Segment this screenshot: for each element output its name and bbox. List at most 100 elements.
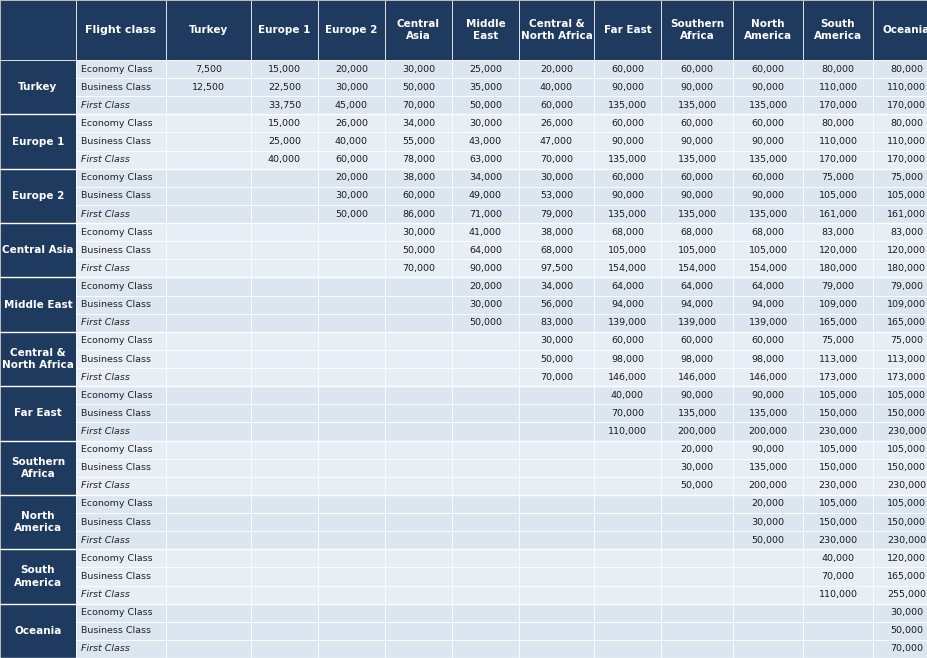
Bar: [166, 386, 251, 404]
Text: 60,000: 60,000: [402, 191, 435, 201]
Text: 30,000: 30,000: [402, 64, 435, 74]
Text: 105,000: 105,000: [819, 191, 857, 201]
Bar: [251, 404, 318, 422]
Text: 90,000: 90,000: [752, 137, 784, 146]
Bar: [452, 622, 519, 640]
Bar: [519, 459, 594, 477]
Text: 50,000: 50,000: [402, 246, 435, 255]
Bar: [385, 60, 452, 78]
Bar: [519, 223, 594, 241]
Bar: [519, 0, 594, 60]
Text: First Class: First Class: [81, 318, 130, 327]
Bar: [873, 404, 927, 422]
Bar: [166, 441, 251, 459]
Text: Economy Class: Economy Class: [81, 445, 153, 454]
Bar: [166, 549, 251, 567]
Text: 40,000: 40,000: [540, 83, 573, 91]
Bar: [251, 205, 318, 223]
Text: 64,000: 64,000: [611, 282, 644, 291]
Bar: [452, 223, 519, 241]
Bar: [318, 422, 385, 441]
Bar: [803, 132, 873, 151]
Text: 68,000: 68,000: [680, 228, 714, 237]
Bar: [318, 459, 385, 477]
Bar: [318, 60, 385, 78]
Bar: [733, 531, 803, 549]
Bar: [166, 531, 251, 549]
Text: 12,500: 12,500: [192, 83, 225, 91]
Text: 230,000: 230,000: [887, 427, 926, 436]
Text: Economy Class: Economy Class: [81, 173, 153, 182]
Text: 70,000: 70,000: [890, 644, 923, 653]
Bar: [385, 368, 452, 386]
Bar: [76, 78, 166, 96]
Bar: [166, 187, 251, 205]
Text: 90,000: 90,000: [752, 191, 784, 201]
Bar: [661, 241, 733, 259]
Text: Business Class: Business Class: [81, 409, 151, 418]
Bar: [385, 0, 452, 60]
Text: Turkey: Turkey: [189, 25, 228, 35]
Bar: [803, 622, 873, 640]
Bar: [166, 603, 251, 622]
Bar: [76, 350, 166, 368]
Bar: [661, 459, 733, 477]
Bar: [452, 404, 519, 422]
Text: 105,000: 105,000: [819, 499, 857, 509]
Bar: [452, 549, 519, 567]
Bar: [166, 404, 251, 422]
Bar: [452, 295, 519, 314]
Bar: [452, 422, 519, 441]
Bar: [803, 513, 873, 531]
Bar: [873, 586, 927, 603]
Text: 50,000: 50,000: [335, 209, 368, 218]
Text: 68,000: 68,000: [611, 228, 644, 237]
Bar: [385, 241, 452, 259]
Bar: [0, 60, 76, 114]
Text: 230,000: 230,000: [819, 427, 857, 436]
Bar: [318, 567, 385, 586]
Text: 139,000: 139,000: [748, 318, 788, 327]
Bar: [803, 640, 873, 658]
Bar: [452, 332, 519, 350]
Text: First Class: First Class: [81, 155, 130, 164]
Text: 45,000: 45,000: [335, 101, 368, 110]
Text: 30,000: 30,000: [680, 463, 714, 472]
Bar: [166, 259, 251, 278]
Text: 110,000: 110,000: [819, 137, 857, 146]
Bar: [873, 114, 927, 132]
Text: 98,000: 98,000: [752, 355, 784, 363]
Bar: [873, 477, 927, 495]
Bar: [661, 513, 733, 531]
Text: 135,000: 135,000: [678, 209, 717, 218]
Bar: [661, 640, 733, 658]
Bar: [661, 422, 733, 441]
Text: North
America: North America: [744, 19, 792, 41]
Bar: [594, 278, 661, 295]
Bar: [733, 586, 803, 603]
Text: 20,000: 20,000: [540, 64, 573, 74]
Bar: [166, 132, 251, 151]
Bar: [318, 187, 385, 205]
Bar: [519, 441, 594, 459]
Bar: [452, 368, 519, 386]
Bar: [452, 441, 519, 459]
Bar: [76, 640, 166, 658]
Bar: [873, 295, 927, 314]
Text: 255,000: 255,000: [887, 590, 926, 599]
Text: 56,000: 56,000: [540, 300, 573, 309]
Bar: [318, 640, 385, 658]
Bar: [318, 278, 385, 295]
Bar: [385, 640, 452, 658]
Text: 60,000: 60,000: [611, 336, 644, 345]
Text: First Class: First Class: [81, 372, 130, 382]
Text: 43,000: 43,000: [469, 137, 502, 146]
Text: 90,000: 90,000: [469, 264, 502, 273]
Bar: [318, 78, 385, 96]
Text: 230,000: 230,000: [819, 482, 857, 490]
Bar: [733, 640, 803, 658]
Text: 105,000: 105,000: [887, 191, 926, 201]
Bar: [519, 78, 594, 96]
Bar: [318, 603, 385, 622]
Text: 135,000: 135,000: [608, 209, 647, 218]
